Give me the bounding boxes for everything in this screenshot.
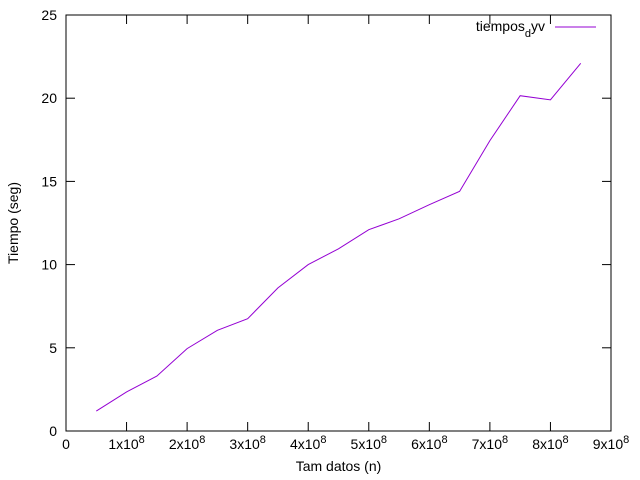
legend-label-tail: yv (531, 18, 545, 34)
legend-label-sub: d (525, 28, 531, 40)
x-tick-label: 8x108 (532, 434, 568, 452)
y-tick-label: 25 (41, 7, 57, 23)
x-tick-label: 2x108 (169, 434, 205, 452)
legend: tiemposdyv (476, 18, 596, 40)
y-tick-label: 10 (41, 257, 57, 273)
x-axis-label: Tam datos (n) (296, 458, 382, 474)
x-tick-labels: 0 1x108 2x108 3x108 4x108 5x108 6x108 7x108 8x10… (62, 434, 629, 452)
x-tick-label: 1x108 (108, 434, 144, 452)
x-tick-label: 7x108 (472, 434, 508, 452)
x-tick-label: 9x108 (593, 434, 629, 452)
axis-ticks (65, 14, 612, 432)
x-tick-label: 5x108 (351, 434, 387, 452)
x-tick-label: 6x108 (411, 434, 447, 452)
plot-frame (65, 14, 612, 432)
legend-label: tiemposdyv (476, 18, 545, 40)
y-tick-label: 15 (41, 173, 57, 189)
y-axis-label: Tiempo (seg) (5, 182, 21, 264)
series-layer (96, 62, 582, 412)
y-tick-label: 5 (49, 340, 57, 356)
y-tick-label: 0 (49, 423, 57, 439)
x-tick-label: 4x108 (290, 434, 326, 452)
y-tick-labels: 0 5 10 15 20 25 (41, 7, 57, 439)
x-tick-label: 3x108 (229, 434, 265, 452)
x-tick-label: 0 (62, 436, 70, 452)
y-tick-label: 20 (41, 90, 57, 106)
legend-label-main: tiempos (476, 18, 525, 34)
series-line (96, 62, 582, 412)
